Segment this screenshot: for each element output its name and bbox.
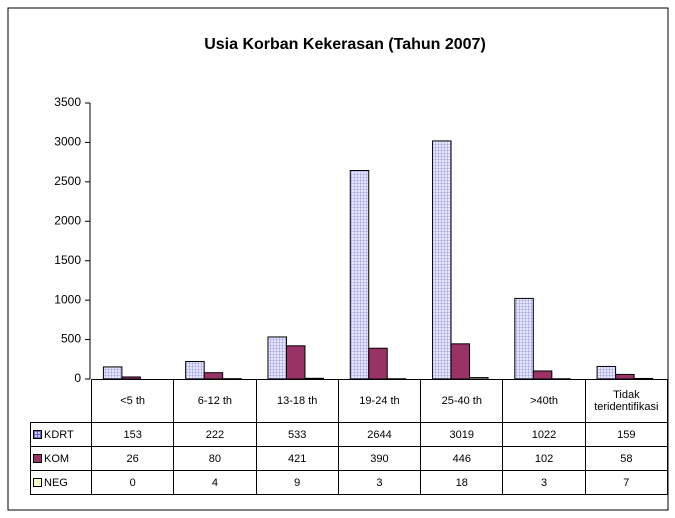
legend-item: KOM: [30, 446, 92, 471]
table-value: 421: [255, 446, 339, 471]
legend-swatch: [33, 429, 42, 439]
y-tick-label: 2000: [54, 213, 81, 227]
legend-label: KOM: [44, 452, 70, 465]
chart-border: [7, 7, 669, 511]
bar: [285, 345, 306, 380]
x-tick-label: <5 th: [90, 379, 175, 423]
table-value: 3: [337, 470, 422, 495]
table-header-row: <5 th 6-12 th 13-18 th 19-24 th 25-40 th >40t…: [30, 379, 668, 423]
legend-item: NEG: [30, 470, 92, 495]
table-row: KOM 26 80 421 390 446 102 58: [30, 446, 668, 471]
table-row: KDRT 153 222 533 2644 3019 1022 159: [30, 422, 668, 447]
table-value: 3019: [420, 422, 504, 447]
bar: [514, 297, 534, 380]
x-tick-label: 6-12 th: [173, 379, 257, 423]
table-row: NEG 0 4 9 3 18 3 7: [30, 470, 668, 495]
bar: [121, 376, 141, 380]
table-value: 18: [420, 470, 504, 495]
y-tick-label: 0: [74, 371, 81, 385]
table-value: 2644: [337, 422, 422, 447]
table-value: 533: [255, 422, 339, 447]
bar: [469, 377, 489, 380]
legend-label: NEG: [44, 476, 68, 489]
bar: [185, 360, 205, 380]
data-table: <5 th 6-12 th 13-18 th 19-24 th 25-40 th >40t…: [30, 379, 668, 495]
x-tick-label: 19-24 th: [337, 379, 422, 423]
bar: [349, 170, 370, 380]
y-tick-label: 3000: [54, 135, 81, 149]
x-tick-label: 13-18 th: [255, 379, 339, 423]
table-value: 7: [584, 470, 668, 495]
table-value: 222: [173, 422, 257, 447]
y-tick-label: 1500: [54, 253, 81, 267]
bar: [596, 365, 617, 380]
legend-item: KDRT: [30, 422, 92, 447]
bar: [450, 343, 471, 380]
bar: [633, 377, 654, 380]
bar: [102, 366, 123, 380]
y-tick-label: 500: [61, 332, 81, 346]
table-value: 153: [90, 422, 175, 447]
table-value: 58: [584, 446, 668, 471]
table-value: 26: [90, 446, 175, 471]
y-tick-label: 2500: [54, 174, 81, 188]
bar: [304, 377, 324, 380]
bar: [432, 140, 452, 380]
table-value: 4: [173, 470, 257, 495]
legend-swatch: [33, 453, 42, 463]
x-tick-label: Tidak teridentifikasi: [584, 379, 668, 423]
legend-label: KDRT: [44, 428, 74, 441]
bar: [368, 347, 388, 380]
y-tick-label: 3500: [54, 95, 81, 109]
bar: [532, 370, 553, 380]
table-value: 390: [337, 446, 422, 471]
table-value: 102: [502, 446, 586, 471]
table-value: 80: [173, 446, 257, 471]
table-value: 446: [420, 446, 504, 471]
table-value: 1022: [502, 422, 586, 447]
table-value: 9: [255, 470, 339, 495]
chart-title: Usia Korban Kekerasan (Tahun 2007): [204, 36, 486, 53]
x-tick-label: 25-40 th: [420, 379, 504, 423]
table-value: 159: [584, 422, 668, 447]
table-value: 0: [90, 470, 175, 495]
y-tick-label: 1000: [54, 292, 81, 306]
legend-swatch: [33, 477, 42, 487]
bar: [267, 336, 287, 380]
x-tick-label: >40th: [502, 379, 586, 423]
table-value: 3: [502, 470, 586, 495]
table-corner: [30, 379, 92, 423]
